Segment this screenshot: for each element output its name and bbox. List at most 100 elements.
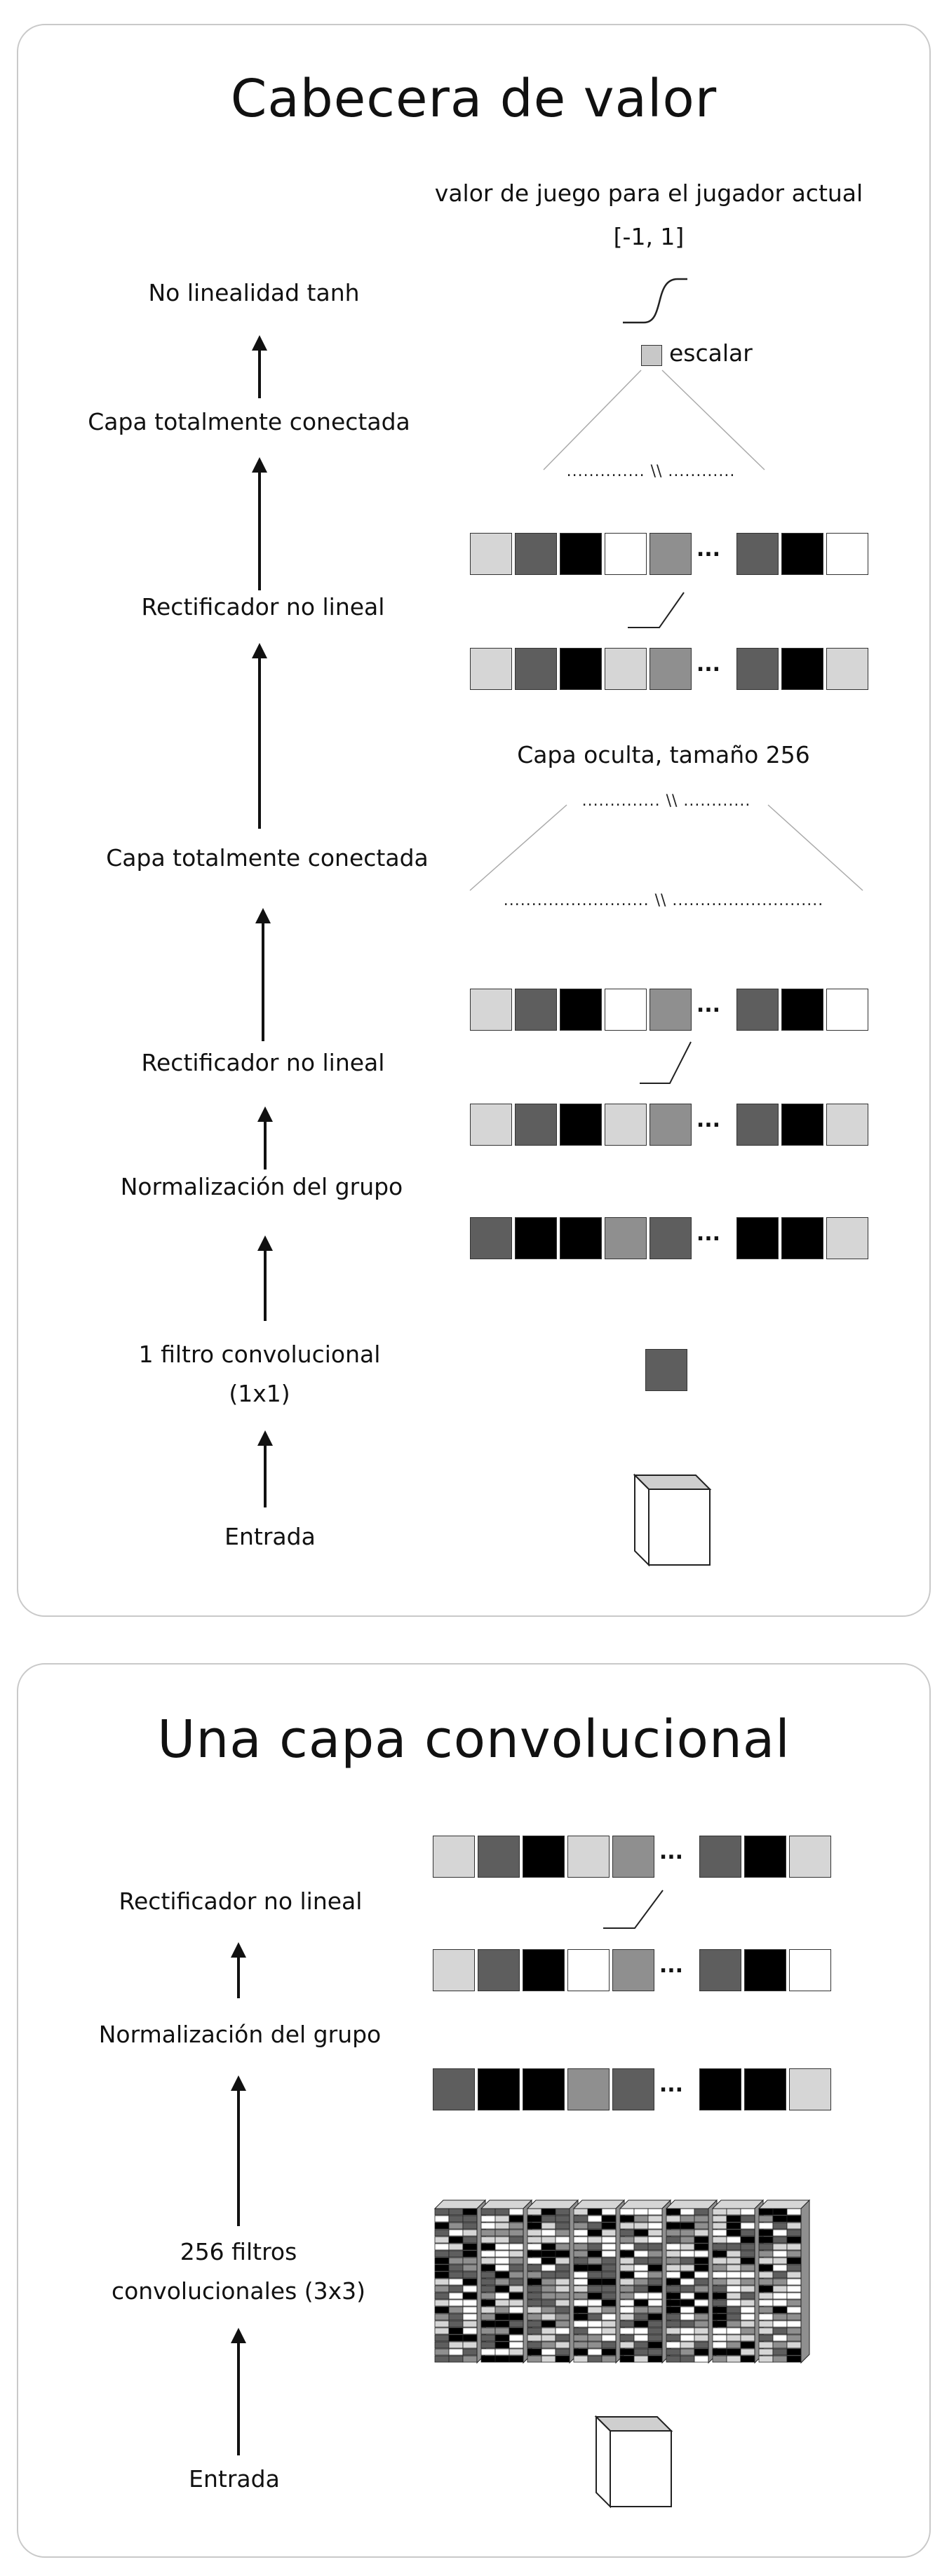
- label-relu-top: Rectificador no lineal: [141, 593, 385, 621]
- conv-filter-square: [645, 1349, 687, 1391]
- feature-cell: [515, 648, 557, 690]
- ellipsis: ...: [659, 1840, 684, 1864]
- feature-cell: [744, 2068, 786, 2110]
- ellipsis: ...: [696, 1108, 721, 1132]
- feature-cell: [470, 989, 512, 1031]
- feature-cell: [433, 1836, 475, 1878]
- feature-cell: [699, 2068, 741, 2110]
- feature-cell: [612, 2068, 654, 2110]
- tanh-curve-icon: [623, 278, 687, 324]
- scalar-label: escalar: [669, 339, 753, 367]
- label-filters-line2: convolucionales (3x3): [111, 2277, 366, 2305]
- feature-cell: [781, 533, 823, 575]
- range-label: [-1, 1]: [613, 223, 685, 250]
- feature-cell: [523, 1949, 565, 1991]
- label-fc-mid: Capa totalmente conectada: [106, 844, 429, 872]
- relu-curve-icon: [603, 1890, 664, 1929]
- feature-cell: [605, 1104, 647, 1146]
- label-input: Entrada: [224, 1523, 316, 1550]
- feature-cell: [744, 1836, 786, 1878]
- feature-cell: [560, 533, 602, 575]
- ellipsis: ...: [696, 993, 721, 1017]
- feature-cell: [433, 1949, 475, 1991]
- ellipsis: ...: [659, 2073, 684, 2097]
- feature-cell: [470, 533, 512, 575]
- label-conv-line1: 1 filtro convolucional: [138, 1341, 381, 1368]
- conv-filter-stacks-icon: [433, 2199, 811, 2364]
- fan-line: [469, 804, 567, 891]
- feature-cell: [826, 1104, 868, 1146]
- feature-cell: [826, 648, 868, 690]
- feature-cell: [523, 1836, 565, 1878]
- feature-cell: [744, 1949, 786, 1991]
- feature-cell: [478, 2068, 520, 2110]
- feature-cell: [781, 648, 823, 690]
- label-tanh: No linealidad tanh: [148, 279, 360, 306]
- value-head-panel: Cabecera de valor: [17, 24, 931, 1617]
- feature-cell: [826, 533, 868, 575]
- feature-cell: [567, 1949, 610, 1991]
- feature-cell: [515, 1104, 557, 1146]
- feature-cell: [478, 1949, 520, 1991]
- neuron-dots: .............. \\ ............: [566, 463, 736, 480]
- feature-cell: [470, 648, 512, 690]
- hidden-layer-label: Capa oculta, tamaño 256: [517, 741, 810, 768]
- feature-cell: [650, 1217, 692, 1259]
- feature-cell: [736, 1217, 779, 1259]
- feature-cell: [650, 1104, 692, 1146]
- ellipsis: ...: [696, 537, 721, 562]
- feature-cell: [789, 1949, 831, 1991]
- panel-title: Cabecera de valor: [230, 69, 718, 129]
- scalar-output-box: [641, 345, 662, 366]
- feature-cell: [560, 1217, 602, 1259]
- game-value-label: valor de juego para el jugador actual: [434, 179, 863, 207]
- panel-title: Una capa convolucional: [157, 1709, 790, 1770]
- feature-cell: [736, 989, 779, 1031]
- neuron-dots: .......................... \\ ..........…: [503, 892, 824, 909]
- feature-cell: [560, 1104, 602, 1146]
- feature-cell: [470, 1104, 512, 1146]
- feature-cell: [515, 989, 557, 1031]
- conv-layer-panel: Una capa convolucional: [17, 1663, 931, 2558]
- feature-cell: [605, 648, 647, 690]
- label-batchnorm: Normalización del grupo: [120, 1173, 403, 1200]
- feature-cell: [560, 648, 602, 690]
- feature-cell: [523, 2068, 565, 2110]
- neuron-dots: .............. \\ ............: [581, 792, 751, 810]
- feature-cell: [612, 1836, 654, 1878]
- relu-curve-icon: [640, 1041, 692, 1084]
- relu-curve-icon: [628, 592, 685, 628]
- feature-cell: [605, 989, 647, 1031]
- label-conv-line2: (1x1): [229, 1380, 290, 1407]
- feature-cell: [789, 2068, 831, 2110]
- feature-cell: [433, 2068, 475, 2110]
- fan-line: [767, 804, 863, 891]
- input-cube-icon: [594, 2415, 673, 2509]
- fan-line: [661, 370, 765, 470]
- label-input: Entrada: [189, 2465, 280, 2493]
- feature-cell: [478, 1836, 520, 1878]
- feature-cell: [736, 1104, 779, 1146]
- label-relu-bottom: Rectificador no lineal: [141, 1049, 385, 1076]
- feature-cell: [650, 648, 692, 690]
- ellipsis: ...: [696, 652, 721, 677]
- feature-cell: [650, 989, 692, 1031]
- feature-cell: [781, 1104, 823, 1146]
- input-cube-icon: [633, 1473, 712, 1567]
- feature-cell: [781, 989, 823, 1031]
- feature-cell: [560, 989, 602, 1031]
- feature-cell: [699, 1836, 741, 1878]
- label-filters-line1: 256 filtros: [180, 2238, 297, 2265]
- feature-cell: [515, 1217, 557, 1259]
- ellipsis: ...: [696, 1221, 721, 1246]
- feature-cell: [789, 1836, 831, 1878]
- feature-cell: [567, 2068, 610, 2110]
- feature-cell: [605, 1217, 647, 1259]
- feature-cell: [699, 1949, 741, 1991]
- label-fc-top: Capa totalmente conectada: [88, 408, 410, 435]
- feature-cell: [826, 989, 868, 1031]
- fan-line: [543, 370, 642, 470]
- label-batchnorm: Normalización del grupo: [98, 2021, 382, 2048]
- feature-cell: [515, 533, 557, 575]
